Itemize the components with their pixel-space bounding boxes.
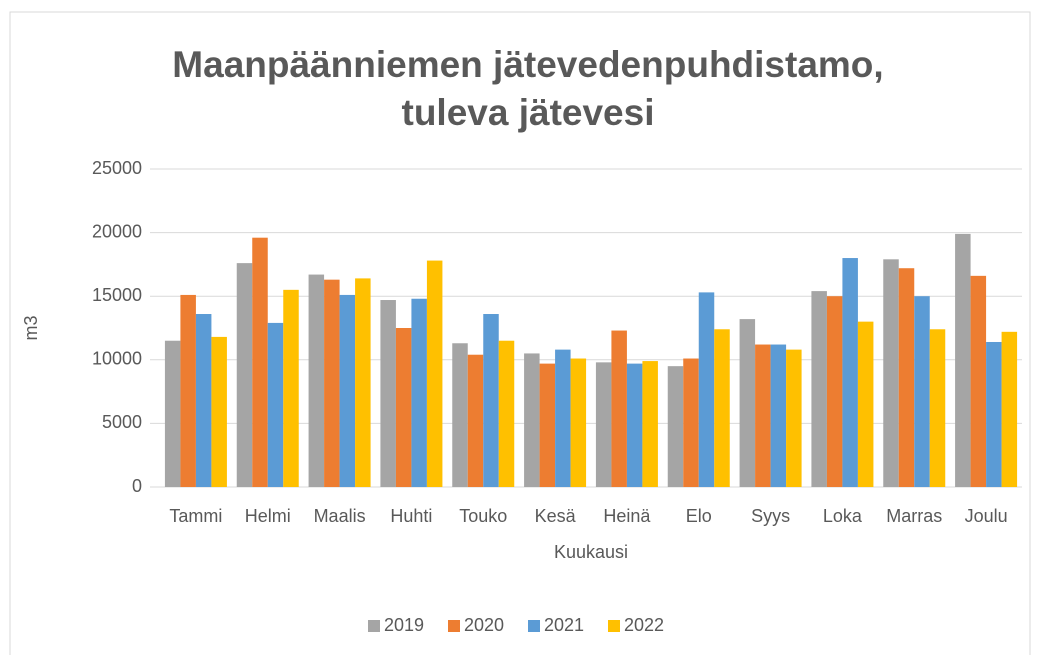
- y-tick-label: 25000: [92, 158, 142, 178]
- bar: [555, 349, 571, 487]
- legend-label: 2020: [464, 615, 504, 635]
- bar: [667, 366, 684, 487]
- x-tick-label: Helmi: [245, 506, 291, 526]
- bar: [539, 363, 556, 487]
- bar: [642, 361, 658, 487]
- x-tick-label: Touko: [459, 506, 507, 526]
- bar: [483, 314, 499, 487]
- legend-label: 2019: [384, 615, 424, 635]
- bar: [1001, 331, 1018, 487]
- legend-swatch: [368, 620, 380, 632]
- bar: [426, 260, 443, 487]
- x-tick-label: Marras: [886, 506, 942, 526]
- bar: [524, 353, 540, 487]
- x-tick-label: Tammi: [169, 506, 222, 526]
- bar: [595, 362, 612, 487]
- y-tick-label: 10000: [92, 349, 142, 369]
- bar: [898, 268, 915, 487]
- x-tick-label: Loka: [823, 506, 863, 526]
- bar: [739, 319, 756, 487]
- bar: [267, 322, 284, 487]
- bar: [698, 292, 715, 487]
- x-tick-label: Syys: [751, 506, 790, 526]
- bar: [164, 340, 181, 487]
- bar: [826, 296, 843, 487]
- bar: [683, 358, 699, 487]
- bar: [452, 343, 468, 487]
- bar: [842, 258, 858, 487]
- bar: [308, 274, 325, 487]
- bar: [283, 289, 299, 487]
- bar: [929, 329, 946, 487]
- bar: [986, 341, 1002, 487]
- y-tick-label: 0: [132, 476, 142, 496]
- bar: [195, 314, 212, 487]
- x-tick-label: Heinä: [603, 506, 651, 526]
- y-tick-label: 20000: [92, 221, 142, 241]
- bar: [755, 344, 771, 487]
- bar: [236, 263, 253, 487]
- legend-swatch: [608, 620, 620, 632]
- bar: [570, 358, 587, 487]
- legend-swatch: [528, 620, 540, 632]
- chart-title: Maanpäänniemen jätevedenpuhdistamo,: [172, 44, 883, 85]
- bar: [811, 291, 827, 487]
- bar: [883, 259, 899, 487]
- y-axis-label: m3: [21, 315, 41, 340]
- bar: [411, 298, 427, 487]
- x-tick-label: Joulu: [965, 506, 1008, 526]
- bar: [380, 300, 396, 487]
- chart-title: tuleva jätevesi: [402, 92, 655, 133]
- legend-label: 2022: [624, 615, 664, 635]
- bar: [770, 344, 787, 487]
- bar: [395, 328, 412, 487]
- x-tick-label: Kesä: [535, 506, 577, 526]
- bar: [611, 330, 627, 487]
- bar: [498, 340, 515, 487]
- bar: [857, 321, 874, 487]
- x-tick-label: Maalis: [314, 506, 366, 526]
- bar: [626, 363, 643, 487]
- legend-swatch: [448, 620, 460, 632]
- legend-label: 2021: [544, 615, 584, 635]
- bar: [467, 354, 484, 487]
- y-tick-label: 15000: [92, 285, 142, 305]
- bar: [970, 275, 987, 487]
- x-axis-label: Kuukausi: [554, 542, 628, 562]
- bar: [252, 237, 268, 487]
- bar: [180, 294, 196, 487]
- bar: [324, 279, 340, 487]
- x-tick-label: Huhti: [390, 506, 432, 526]
- bar: [211, 336, 227, 487]
- bar: [914, 296, 930, 487]
- y-tick-label: 5000: [102, 412, 142, 432]
- bar: [786, 349, 802, 487]
- bar: [355, 278, 371, 487]
- bar: [714, 329, 730, 487]
- bar: [955, 233, 971, 487]
- x-tick-label: Elo: [686, 506, 712, 526]
- bar: [339, 294, 356, 487]
